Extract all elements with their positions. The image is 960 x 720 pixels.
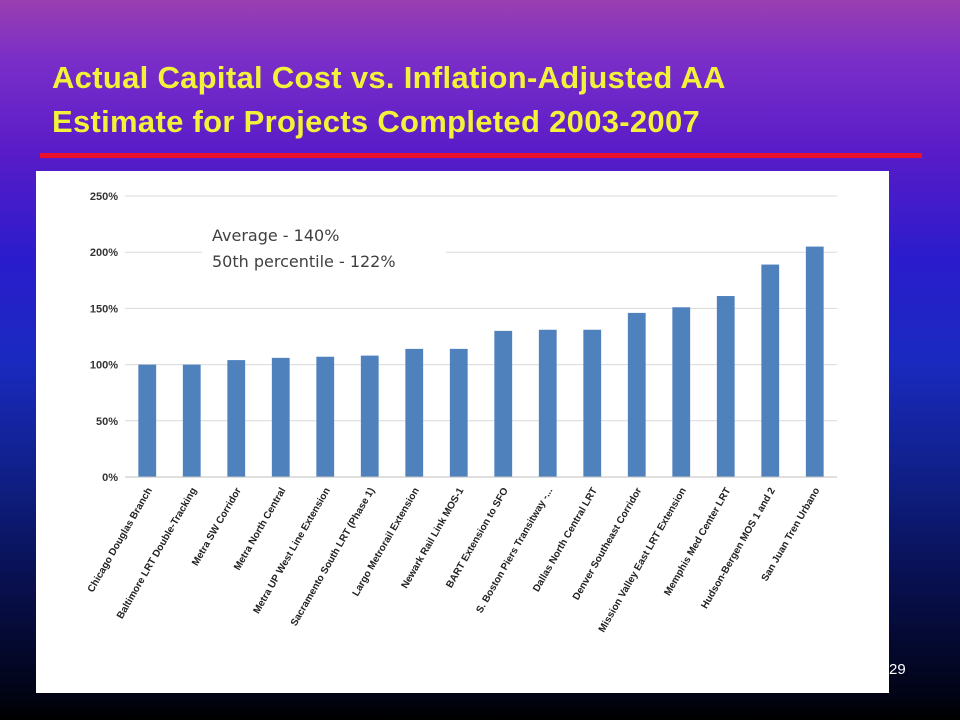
x-category-label: Baltimore LRT Double-Tracking [115, 486, 199, 621]
y-tick-label: 0% [102, 472, 118, 484]
bar-chart: 0% 50% 100% 150% 200% 250% Chicago Douglas Br… [86, 191, 837, 635]
bar [405, 348, 424, 477]
y-tick-label: 150% [90, 303, 118, 315]
y-axis-ticks: 0% 50% 100% 150% 200% 250% [90, 191, 118, 484]
annotation-box: Average - 140% 50th percentile - 122% [202, 217, 446, 283]
bar [627, 312, 646, 477]
bar [449, 348, 468, 477]
title-divider [40, 153, 922, 158]
bar [716, 296, 735, 477]
annotation-text: 50th percentile - 122% [212, 252, 396, 271]
slide-title-line-1: Actual Capital Cost vs. Inflation-Adjust… [52, 60, 726, 95]
bar [182, 364, 201, 477]
bar [538, 329, 557, 477]
bar [227, 360, 246, 477]
bar [583, 329, 602, 477]
bar [672, 307, 691, 477]
bars [138, 246, 824, 477]
x-category-label: Mission Valley East LRT Extension [597, 486, 689, 634]
annotation-background [202, 217, 446, 283]
chart-panel: 0% 50% 100% 150% 200% 250% Chicago Douglas Br… [36, 171, 889, 693]
y-tick-label: 100% [90, 360, 118, 372]
page-number: 29 [889, 661, 906, 678]
bar [761, 264, 780, 477]
x-category-label: Hudson-Bergen MOS 1 and 2 [699, 486, 778, 611]
x-category-label: Sacramento South LRT (Phase 1) [289, 486, 377, 628]
y-tick-label: 200% [90, 247, 118, 259]
bar [271, 357, 290, 477]
bar [494, 330, 513, 477]
bar [805, 246, 824, 477]
y-tick-label: 50% [96, 416, 118, 428]
bar [138, 364, 157, 477]
x-category-label: Metra SW Corridor [190, 486, 244, 568]
bar [316, 356, 335, 477]
slide-title-line-2: Estimate for Projects Completed 2003-200… [52, 104, 701, 139]
x-category-label: Metra UP West Line Extension [252, 486, 333, 616]
slide-title: Actual Capital Cost vs. Inflation-Adjust… [52, 56, 912, 144]
bar [360, 355, 379, 477]
x-category-label: S. Boston Piers Transitway -... [474, 486, 555, 615]
y-tick-label: 250% [90, 191, 118, 203]
annotation-text: Average - 140% [212, 226, 339, 245]
